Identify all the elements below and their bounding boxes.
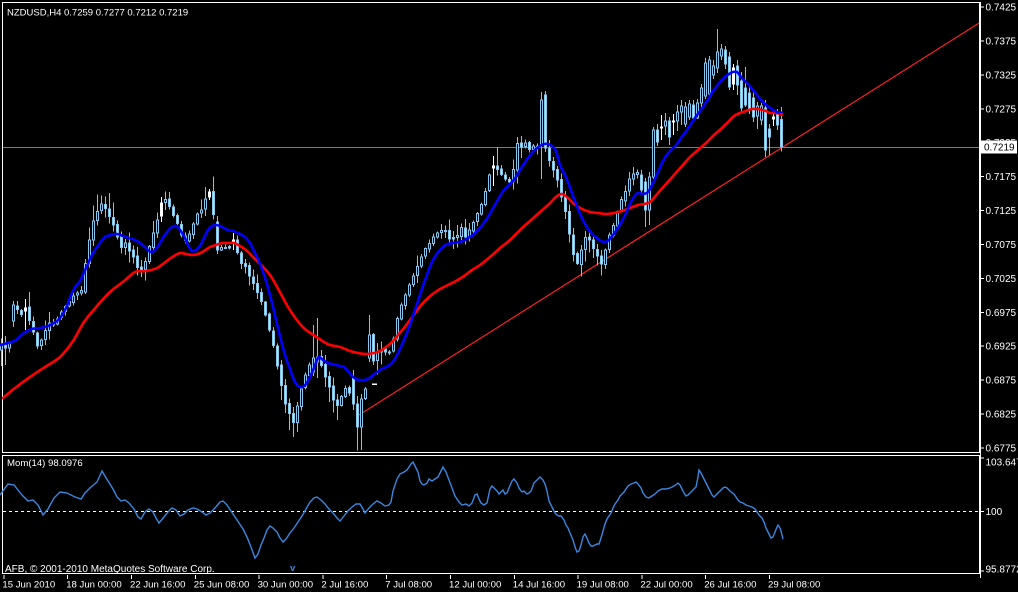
svg-text:0.7425: 0.7425 <box>986 3 1017 14</box>
svg-text:v: v <box>290 563 296 574</box>
svg-text:0.6975: 0.6975 <box>986 308 1017 319</box>
svg-text:0.7025: 0.7025 <box>986 274 1017 285</box>
svg-text:0.7275: 0.7275 <box>986 104 1017 115</box>
svg-text:29 Jul 08:00: 29 Jul 08:00 <box>768 580 820 591</box>
svg-text:0.6925: 0.6925 <box>986 342 1017 353</box>
svg-text:100: 100 <box>986 507 1003 518</box>
svg-text:0.6825: 0.6825 <box>986 410 1017 421</box>
svg-text:22 Jun 16:00: 22 Jun 16:00 <box>130 580 185 591</box>
svg-text:0.7175: 0.7175 <box>986 172 1017 183</box>
svg-text:NZDUSD,H4 0.7259 0.7277 0.721: NZDUSD,H4 0.7259 0.7277 0.7212 0.7219 <box>7 8 188 19</box>
svg-text:7 Jul 08:00: 7 Jul 08:00 <box>385 580 432 591</box>
svg-text:30 Jun 00:00: 30 Jun 00:00 <box>258 580 313 591</box>
svg-text:2 Jul 16:00: 2 Jul 16:00 <box>321 580 368 591</box>
svg-text:103.6475: 103.6475 <box>986 458 1018 469</box>
svg-text:26 Jul 16:00: 26 Jul 16:00 <box>704 580 756 591</box>
svg-text:0.6775: 0.6775 <box>986 444 1017 455</box>
svg-text:95.8772: 95.8772 <box>986 565 1018 576</box>
svg-text:0.7325: 0.7325 <box>986 70 1017 81</box>
svg-text:15 Jun 2010: 15 Jun 2010 <box>2 580 55 591</box>
svg-text:12 Jul 00:00: 12 Jul 00:00 <box>449 580 501 591</box>
svg-text:25 Jun 08:00: 25 Jun 08:00 <box>194 580 249 591</box>
svg-text:14 Jul 16:00: 14 Jul 16:00 <box>513 580 565 591</box>
svg-text:18 Jun 00:00: 18 Jun 00:00 <box>66 580 121 591</box>
svg-text:22 Jul 00:00: 22 Jul 00:00 <box>640 580 692 591</box>
svg-text:Mom(14) 98.0976: Mom(14) 98.0976 <box>7 458 83 469</box>
svg-text:0.7219: 0.7219 <box>984 143 1015 154</box>
svg-text:0.7075: 0.7075 <box>986 240 1017 251</box>
svg-text:0.7375: 0.7375 <box>986 36 1017 47</box>
svg-text:0.7125: 0.7125 <box>986 206 1017 217</box>
svg-text:19 Jul 08:00: 19 Jul 08:00 <box>577 580 629 591</box>
svg-text:AFB, © 2001-2010 MetaQuotes So: AFB, © 2001-2010 MetaQuotes Software Cor… <box>5 564 215 575</box>
svg-text:0.6875: 0.6875 <box>986 376 1017 387</box>
